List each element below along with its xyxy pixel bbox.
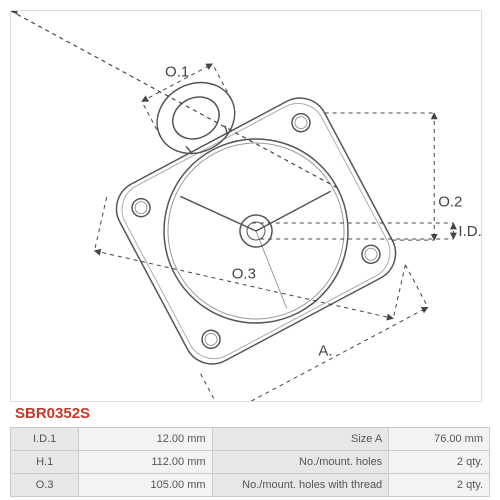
svg-text:A.: A. bbox=[318, 343, 332, 360]
spec-value: 2 qty. bbox=[389, 451, 490, 474]
spec-key: I.D.1 bbox=[11, 428, 79, 451]
spec-key: No./mount. holes bbox=[212, 451, 389, 474]
table-row: H.1112.00 mmNo./mount. holes2 qty. bbox=[11, 451, 490, 474]
spec-value: 12.00 mm bbox=[79, 428, 212, 451]
svg-text:O.2: O.2 bbox=[438, 194, 462, 211]
spec-value: 112.00 mm bbox=[79, 451, 212, 474]
spec-value: 2 qty. bbox=[389, 474, 490, 497]
technical-drawing: O.1 O.2 I.D.1 O.3 A. bbox=[10, 10, 482, 402]
svg-text:O.3: O.3 bbox=[232, 266, 256, 283]
spec-key: No./mount. holes with thread bbox=[212, 474, 389, 497]
page-container: O.1O.2I.D.1O.3A. SBR0352S I.D.112.00 mmS… bbox=[0, 0, 500, 500]
spec-table: I.D.112.00 mmSize A76.00 mmH.1112.00 mmN… bbox=[10, 427, 490, 497]
spec-value: 105.00 mm bbox=[79, 474, 212, 497]
table-row: I.D.112.00 mmSize A76.00 mm bbox=[11, 428, 490, 451]
svg-text:O.1: O.1 bbox=[165, 64, 189, 81]
spec-key: H.1 bbox=[11, 451, 79, 474]
table-row: O.3105.00 mmNo./mount. holes with thread… bbox=[11, 474, 490, 497]
spec-value: 76.00 mm bbox=[389, 428, 490, 451]
svg-text:I.D.1: I.D.1 bbox=[458, 223, 481, 240]
spec-key: O.3 bbox=[11, 474, 79, 497]
spec-key: Size A bbox=[212, 428, 389, 451]
part-number: SBR0352S bbox=[15, 405, 90, 422]
